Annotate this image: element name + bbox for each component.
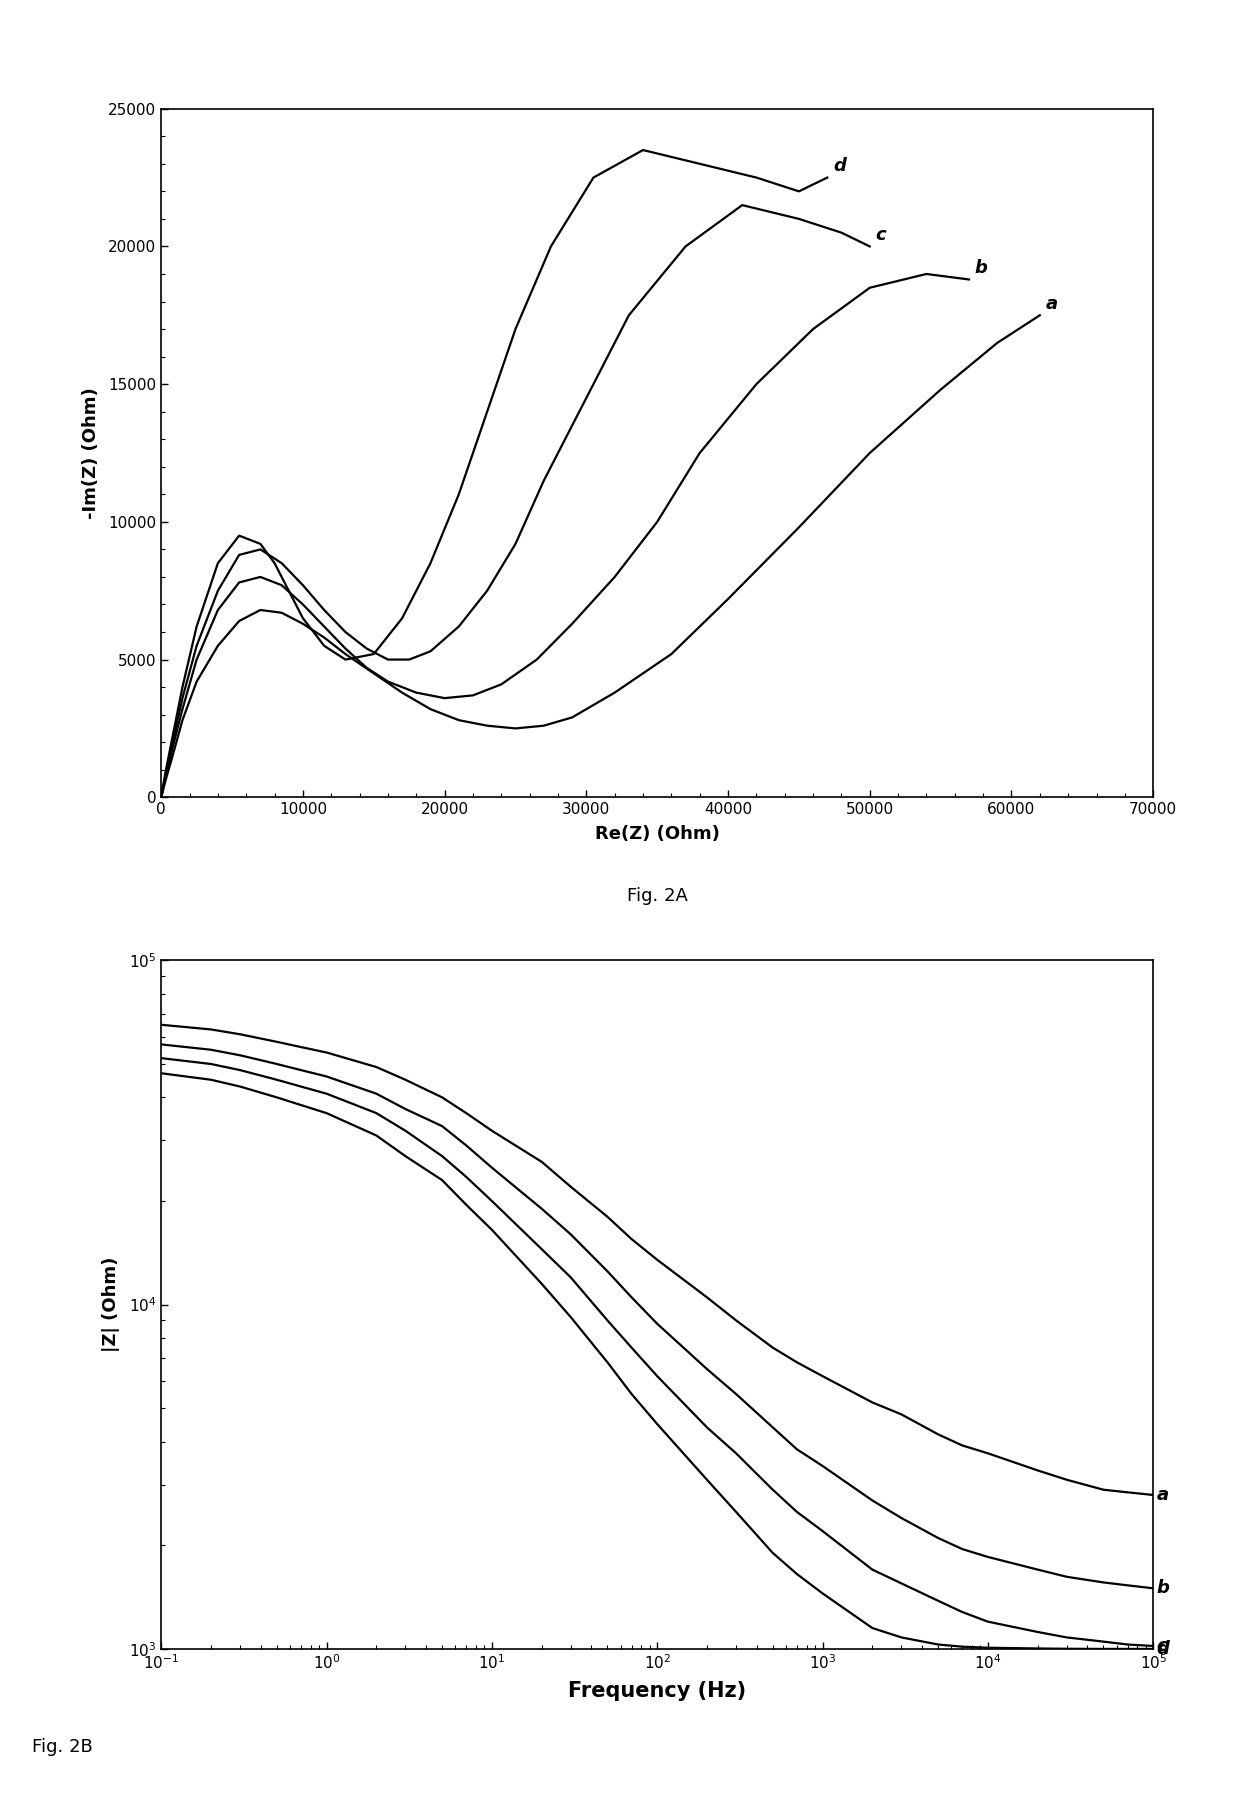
Text: c: c <box>875 226 887 243</box>
Text: a: a <box>1157 1486 1169 1504</box>
Text: b: b <box>1157 1580 1169 1598</box>
Y-axis label: -Im(Z) (Ohm): -Im(Z) (Ohm) <box>82 388 100 518</box>
Text: c: c <box>1157 1636 1167 1654</box>
Text: d: d <box>833 158 846 174</box>
Text: b: b <box>975 259 987 277</box>
Text: d: d <box>1157 1640 1169 1658</box>
Text: a: a <box>1045 295 1058 312</box>
X-axis label: Re(Z) (Ohm): Re(Z) (Ohm) <box>595 826 719 843</box>
X-axis label: Frequency (Hz): Frequency (Hz) <box>568 1682 746 1701</box>
Y-axis label: |Z| (Ohm): |Z| (Ohm) <box>103 1258 120 1352</box>
Text: Fig. 2B: Fig. 2B <box>32 1738 93 1756</box>
Text: Fig. 2A: Fig. 2A <box>626 886 688 904</box>
